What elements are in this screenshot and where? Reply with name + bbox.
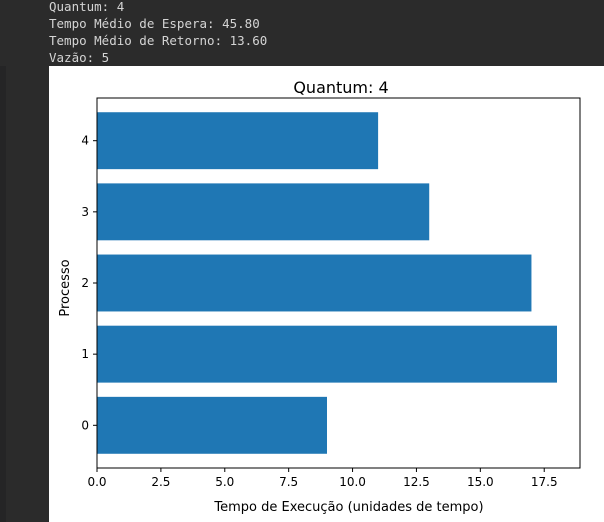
y-tick-label: 3 (81, 205, 89, 219)
bar-process-1 (97, 325, 557, 383)
console-output: Quantum: 4 Tempo Médio de Espera: 45.80 … (0, 0, 604, 66)
bar-chart: Quantum: 4 Tempo de Execução (unidades d… (58, 78, 581, 515)
bar-process-3 (97, 183, 430, 241)
console-line-throughput: Vazão: 5 (49, 50, 110, 65)
y-tick-label: 4 (81, 134, 89, 148)
ticks-layer: 0.0 2.5 5.0 7.5 10.0 12.5 15.0 17.5 0 1 2 3 4 (81, 134, 557, 489)
chart-title: Quantum: 4 (293, 78, 388, 97)
bars-layer (97, 112, 557, 454)
x-tick-label: 0.0 (87, 475, 106, 489)
x-tick-label: 7.5 (279, 475, 298, 489)
console-line-avg-turnaround: Tempo Médio de Retorno: 13.60 (49, 33, 268, 48)
x-axis-label: Tempo de Execução (unidades de tempo) (213, 500, 483, 515)
y-tick-label: 2 (81, 276, 89, 290)
x-tick-label: 12.5 (403, 475, 430, 489)
x-tick-label: 17.5 (531, 475, 558, 489)
bar-process-4 (97, 112, 379, 170)
plot-area-frame (96, 97, 581, 469)
y-tick-label: 1 (81, 347, 89, 361)
y-tick-label: 0 (81, 418, 89, 432)
chart-figure: Quantum: 4 Tempo de Execução (unidades d… (49, 66, 604, 522)
bar-process-2 (97, 254, 532, 312)
x-tick-label: 10.0 (339, 475, 366, 489)
x-tick-label: 2.5 (151, 475, 170, 489)
x-tick-label: 5.0 (215, 475, 234, 489)
console-line-quantum: Quantum: 4 (49, 0, 125, 14)
console-line-avg-wait: Tempo Médio de Espera: 45.80 (49, 16, 260, 31)
bar-process-0 (97, 396, 327, 454)
editor-gutter (0, 0, 6, 522)
x-tick-label: 15.0 (467, 475, 494, 489)
y-axis-label: Processo (58, 259, 73, 316)
